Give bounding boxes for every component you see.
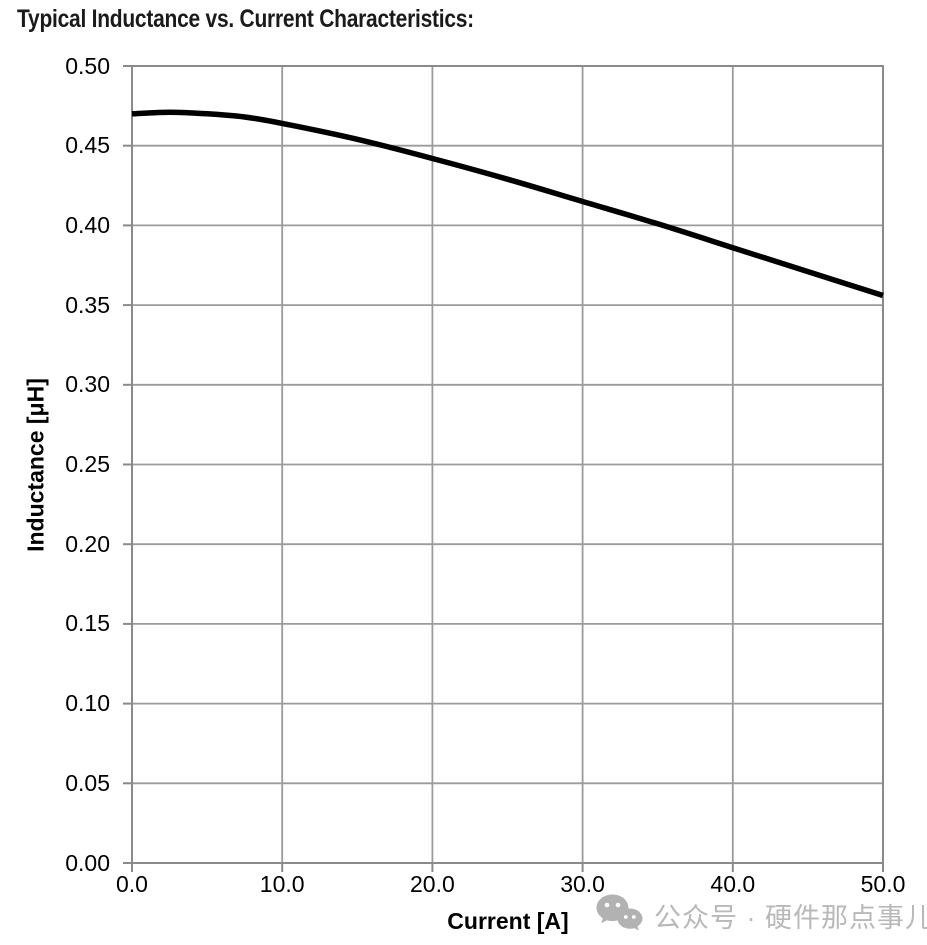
y-tick-label: 0.45 xyxy=(65,132,110,159)
x-tick-label: 40.0 xyxy=(710,871,756,897)
y-tick-label: 0.30 xyxy=(65,371,110,398)
y-tick-label: 0.50 xyxy=(65,52,110,79)
wechat-icon xyxy=(596,894,643,931)
x-tick-label: 30.0 xyxy=(560,871,605,897)
x-tick-label: 20.0 xyxy=(410,871,455,897)
y-tick-label: 0.15 xyxy=(65,610,110,637)
y-axis-title: Inductance [μH] xyxy=(22,378,49,552)
x-tick-label: 10.0 xyxy=(259,871,305,897)
y-tick-label: 0.20 xyxy=(65,530,110,557)
y-tick-label: 0.05 xyxy=(65,769,110,796)
y-tick-label: 0.25 xyxy=(65,451,110,477)
plot-border xyxy=(131,65,884,864)
inductance-curve xyxy=(131,109,884,299)
x-tick-label: 0.0 xyxy=(116,871,148,897)
y-tick-label: 0.00 xyxy=(65,849,110,876)
y-tick-label: 0.40 xyxy=(65,211,110,238)
x-axis-title: Current [A] xyxy=(447,908,569,934)
y-tick-label: 0.35 xyxy=(65,291,110,318)
x-tick-label: 50.0 xyxy=(860,871,906,897)
watermark-text: 公众号 · 硬件那点事儿 xyxy=(654,902,927,933)
y-tick-label: 0.10 xyxy=(65,690,110,717)
watermark: 公众号 · 硬件那点事儿 xyxy=(595,893,927,937)
chart-title: Typical Inductance vs. Current Character… xyxy=(17,5,474,33)
